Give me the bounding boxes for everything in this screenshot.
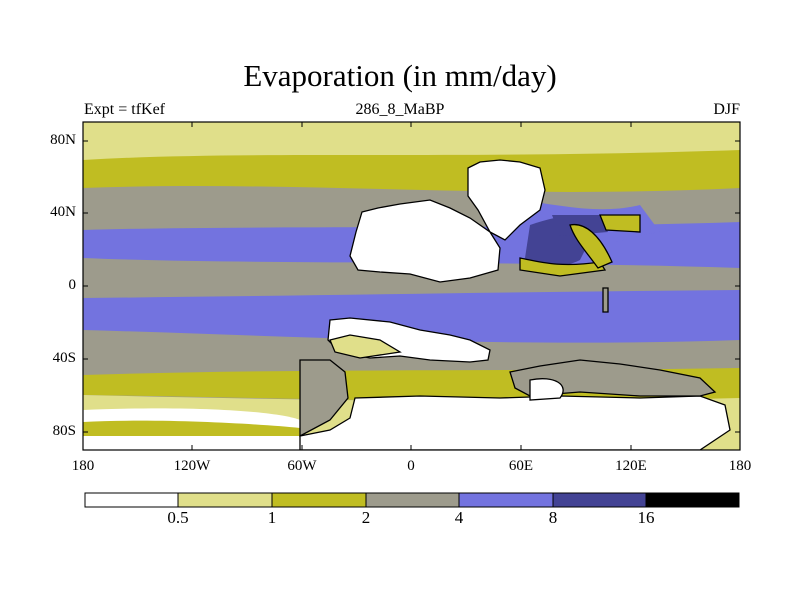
lat-ticks bbox=[83, 140, 740, 433]
land-antarctic bbox=[299, 395, 731, 450]
lon-label-120e: 120E bbox=[615, 458, 647, 474]
lat-label-40s: 40S bbox=[52, 350, 76, 366]
colorbar-swatch-5 bbox=[552, 492, 647, 508]
lat-label-80n: 80N bbox=[50, 132, 76, 148]
band-south-blue bbox=[83, 290, 740, 343]
land-island bbox=[602, 287, 609, 313]
lon-label-120w: 120W bbox=[173, 458, 211, 474]
lon-label-0: 0 bbox=[407, 458, 415, 474]
colorbar-swatch-6 bbox=[645, 492, 740, 508]
colorbar-label-3: 4 bbox=[454, 508, 464, 527]
land-south-coast bbox=[329, 334, 402, 359]
land-masses bbox=[299, 159, 731, 450]
colorbar-label-1: 1 bbox=[267, 508, 277, 527]
lat-label-40n: 40N bbox=[50, 204, 76, 220]
colorbar-swatch-4 bbox=[458, 492, 554, 508]
experiment-label: Expt = tfKef bbox=[84, 101, 165, 118]
band-south-olive-2 bbox=[83, 420, 300, 436]
colorbar-swatch-0 bbox=[84, 492, 179, 508]
land-south-asia bbox=[519, 257, 607, 277]
colorbar-swatch-1 bbox=[177, 492, 273, 508]
land-north-block bbox=[467, 159, 546, 241]
lon-ticks bbox=[82, 122, 741, 450]
lat-label-80s: 80S bbox=[52, 423, 76, 439]
lon-label-180w: 180 bbox=[71, 458, 95, 474]
land-white-patch bbox=[529, 378, 564, 401]
land-peninsula bbox=[569, 223, 613, 269]
season-label: DJF bbox=[713, 101, 740, 118]
lat-label-0: 0 bbox=[68, 277, 77, 293]
colorbar-label-5: 16 bbox=[637, 508, 655, 527]
lon-label-60e: 60E bbox=[508, 458, 534, 474]
lon-label-60w: 60W bbox=[287, 458, 317, 474]
band-north-olive bbox=[83, 150, 740, 192]
colorbar-label-0: 0.5 bbox=[167, 508, 189, 527]
colorbar-swatch-3 bbox=[365, 492, 460, 508]
period-label: 286_8_MaBP bbox=[355, 101, 445, 118]
colorbar-swatch-2 bbox=[271, 492, 367, 508]
colorbar-label-2: 2 bbox=[361, 508, 371, 527]
land-east-block bbox=[599, 214, 641, 233]
colorbar-label-4: 8 bbox=[548, 508, 558, 527]
chart-title: Evaporation (in mm/day) bbox=[243, 58, 557, 93]
land-central-block bbox=[349, 199, 501, 283]
lon-label-180e: 180 bbox=[728, 458, 752, 474]
colorbar bbox=[84, 492, 740, 508]
map-field bbox=[83, 122, 740, 450]
